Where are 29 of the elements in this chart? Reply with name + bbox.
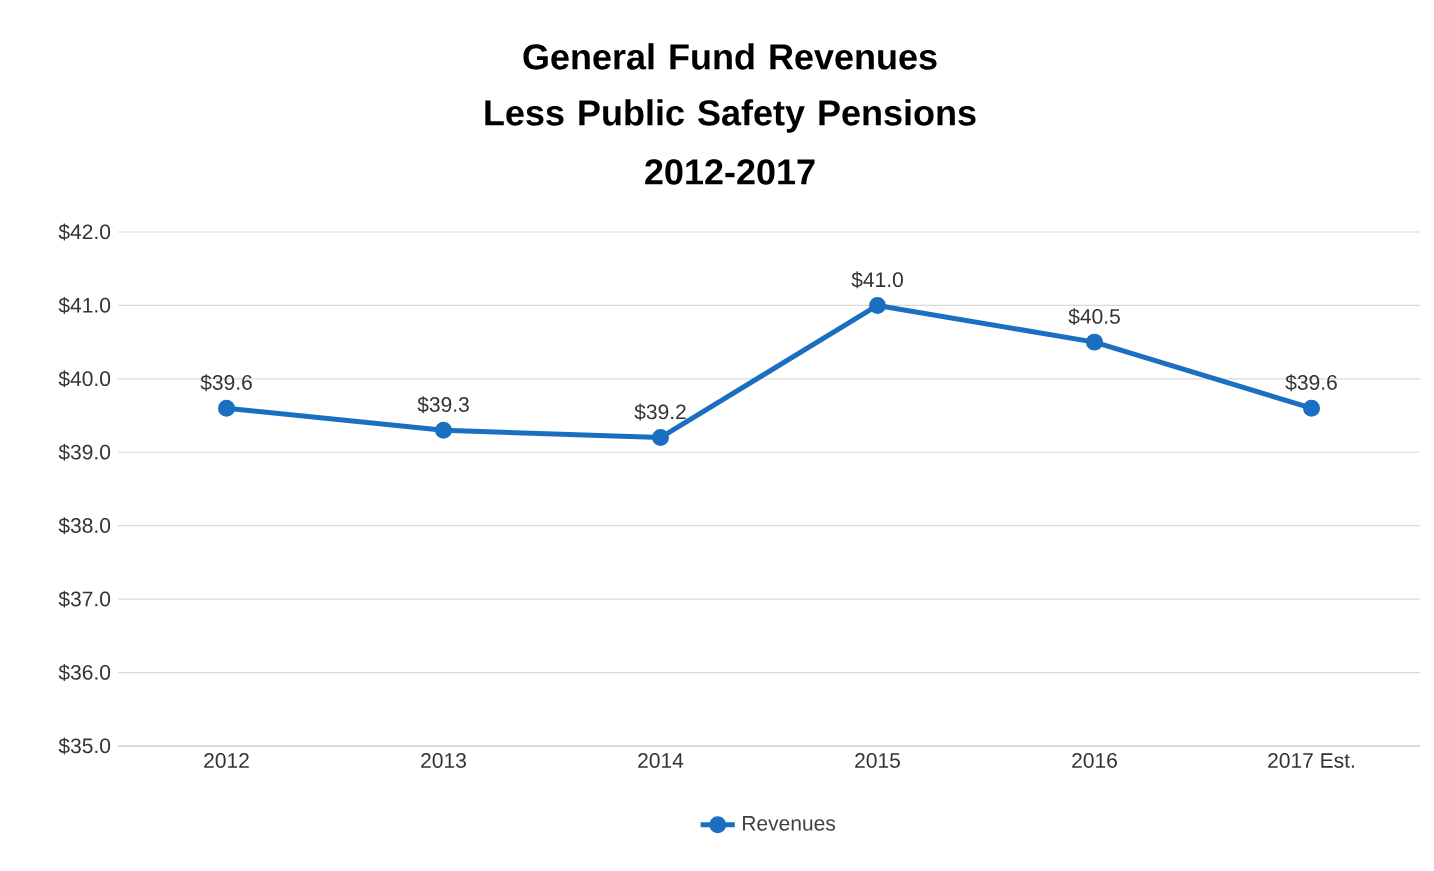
x-tick-label: 2016 <box>1072 753 1117 768</box>
data-label: $39.6 <box>1285 374 1337 392</box>
chart-title: General Fund Revenues Less Public Safety Pensions <box>485 43 976 133</box>
x-tick-label: 2017 Est. <box>1268 753 1354 768</box>
x-tick-label: 2015 <box>855 753 900 768</box>
y-tick-label: $36.0 <box>58 664 111 682</box>
point <box>435 421 452 439</box>
data-label: $41.0 <box>851 271 903 289</box>
chart-subtitle: 2012-2017 <box>645 159 815 185</box>
y-tick-label: $37.0 <box>58 590 111 608</box>
x-tick-label: 2014 <box>638 753 684 768</box>
y-tick-label: $40.0 <box>58 370 111 388</box>
y-tick-label: $42.0 <box>58 223 111 241</box>
y-tick-label: $38.0 <box>58 517 111 535</box>
y-tick-label: $41.0 <box>58 296 111 314</box>
data-label: $39.3 <box>417 396 469 414</box>
data-label: $39.2 <box>634 403 686 421</box>
point <box>1086 333 1103 351</box>
point <box>1303 399 1320 417</box>
point <box>652 429 670 447</box>
data-label: $39.6 <box>200 374 252 392</box>
y-tick-label: $35.0 <box>58 737 111 755</box>
point <box>869 296 886 314</box>
point <box>218 399 236 417</box>
x-tick-label: 2013 <box>421 753 466 768</box>
x-tick-label: 2012 <box>204 753 249 768</box>
legend-label: Revenues <box>743 816 836 831</box>
data-label: $40.5 <box>1068 308 1120 326</box>
y-tick-label: $39.0 <box>58 443 111 461</box>
